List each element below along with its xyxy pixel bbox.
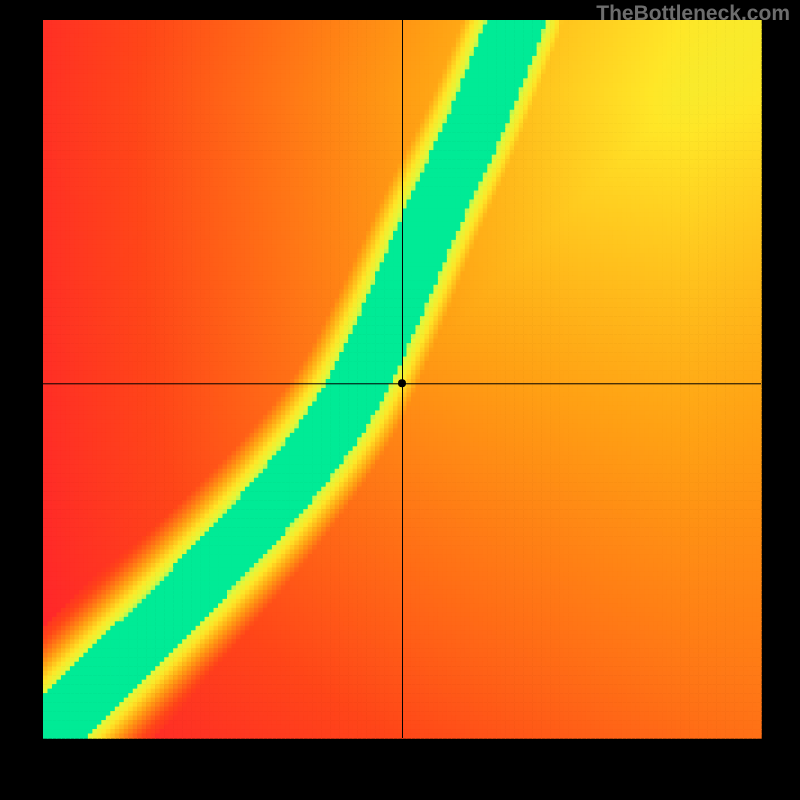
bottleneck-chart: TheBottleneck.com [0,0,800,800]
heatmap-canvas [0,0,800,800]
